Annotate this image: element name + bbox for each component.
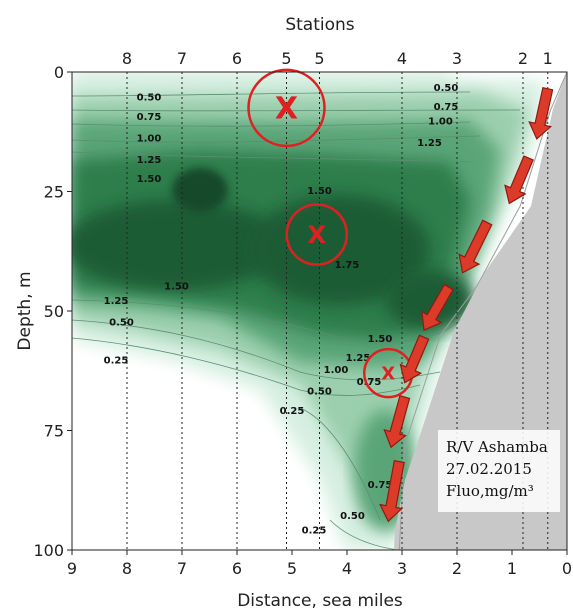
- info-box-background: [438, 430, 560, 512]
- station-label: 4: [397, 49, 407, 68]
- slope-arrow: [528, 86, 554, 140]
- marker-circle: [247, 68, 326, 148]
- contour-label: 1.50: [307, 186, 332, 197]
- y-tick-label: 50: [44, 302, 64, 321]
- contour-label: 1.25: [104, 296, 129, 307]
- x-tick-label: 8: [122, 559, 132, 578]
- x-tick-label: 2: [452, 559, 462, 578]
- x-axis-title: Distance, sea miles: [237, 591, 403, 611]
- station-label: 1: [543, 49, 553, 68]
- contour-label: 0.75: [357, 377, 382, 388]
- slope-arrow: [383, 394, 411, 449]
- slope-arrow: [458, 219, 493, 274]
- contour-label: 1.50: [164, 281, 189, 292]
- contour-label: 1.25: [346, 353, 371, 364]
- contour-label: 1.25: [137, 155, 162, 166]
- fluorescence-field: [72, 72, 545, 550]
- station-label: 7: [177, 49, 187, 68]
- info-parameter: Fluo,mg/m³: [446, 482, 534, 500]
- markers: X X X: [247, 68, 414, 399]
- info-vessel: R/V Ashamba: [446, 438, 548, 456]
- contour-label: 1.00: [137, 133, 162, 144]
- station-label: 5: [314, 49, 324, 68]
- contour-labels: 0.500.751.001.251.501.501.751.501.250.50…: [104, 83, 459, 536]
- x-tick-label: 4: [342, 559, 352, 578]
- seafloor-profile-line: [398, 71, 568, 551]
- x-tick-label: 6: [232, 559, 242, 578]
- field-max-east: [385, 270, 475, 330]
- y-tick-label: 0: [54, 63, 64, 82]
- slope-arrow: [504, 155, 534, 205]
- contour-label: 0.75: [434, 102, 459, 113]
- x-tick-label: 1: [507, 559, 517, 578]
- contour-label: 0.50: [434, 83, 459, 94]
- contour-label: 0.25: [280, 406, 305, 417]
- field-max-west: [72, 200, 285, 290]
- station-label: 5: [281, 49, 291, 68]
- marker-x: X: [275, 92, 298, 127]
- station-label: 6: [232, 49, 242, 68]
- contour-label: 1.00: [324, 365, 349, 376]
- x-tick-label: 3: [397, 559, 407, 578]
- x-tick-label: 7: [177, 559, 187, 578]
- x-tick-label: 0: [562, 559, 572, 578]
- y-tick-label: 75: [44, 422, 64, 441]
- top-axis-title: Stations: [285, 15, 354, 35]
- info-box: R/V Ashamba 27.02.2015 Fluo,mg/m³: [438, 430, 560, 512]
- x-tick-label: 5: [287, 559, 297, 578]
- info-date: 27.02.2015: [446, 460, 532, 478]
- contour-label: 1.50: [137, 174, 162, 185]
- slope-arrows: [379, 86, 554, 523]
- contour-label: 0.50: [137, 93, 162, 104]
- y-axis-title: Depth, m: [15, 271, 35, 350]
- station-label: 3: [452, 49, 462, 68]
- contour-label: 0.75: [368, 480, 393, 491]
- station-label: 2: [518, 49, 528, 68]
- slope-arrow: [399, 334, 430, 384]
- field-max-core: [172, 168, 228, 212]
- y-axis: 0 25 50 75 100: [33, 63, 72, 560]
- marker-x: X: [307, 221, 326, 249]
- contour-label: 1.75: [335, 260, 360, 271]
- slope-arrow: [421, 283, 454, 331]
- contour-label: 0.50: [307, 387, 332, 398]
- x-tick-label: 9: [67, 559, 77, 578]
- contour-label: 1.50: [368, 334, 393, 345]
- contour-label: 0.25: [302, 525, 327, 536]
- contour-label: 0.50: [340, 511, 365, 522]
- marker-circle: [285, 203, 348, 266]
- y-tick-label: 25: [44, 183, 64, 202]
- y-tick-label: 100: [33, 541, 64, 560]
- contour-label: 0.25: [104, 356, 129, 367]
- station-label: 8: [122, 49, 132, 68]
- field-max-center: [250, 195, 430, 305]
- slope-arrow: [379, 459, 405, 523]
- contour-label: 0.75: [137, 112, 162, 123]
- marker-x: X: [381, 364, 395, 385]
- x-axis: 9 8 7 6 5 4 3 2 1 0: [67, 550, 572, 578]
- contour-label: 1.25: [417, 138, 442, 149]
- contour-label: 1.00: [428, 117, 453, 128]
- contour-label: 0.50: [109, 317, 134, 328]
